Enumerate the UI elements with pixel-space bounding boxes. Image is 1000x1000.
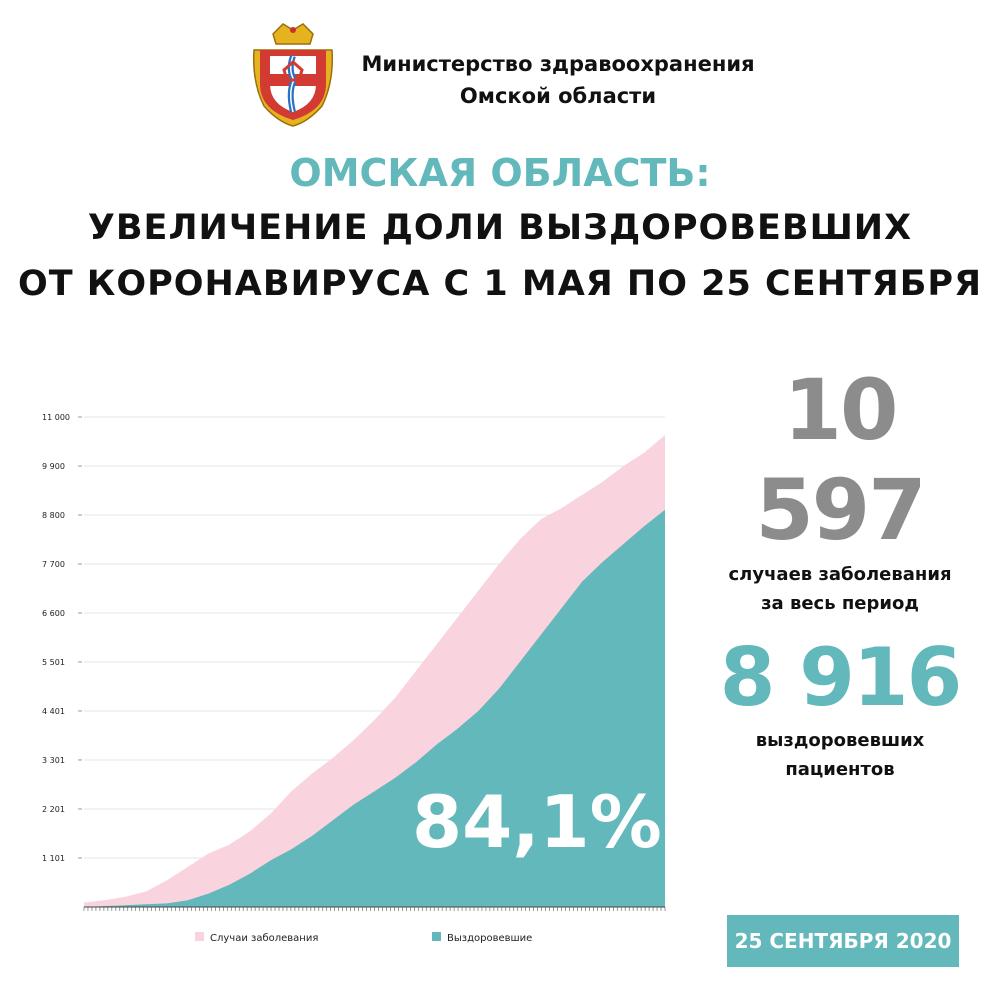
header: Министерство здравоохранения Омской обла…	[248, 22, 768, 132]
recovery-share-annotation: 84,1%	[412, 780, 662, 864]
y-tick-label: 6 600	[42, 609, 65, 618]
series-area-recovered	[84, 509, 665, 907]
cases-label-2: за весь период	[761, 593, 919, 614]
recovered-total: 8 916	[719, 631, 963, 724]
legend-swatch-recovered	[432, 932, 441, 941]
area-chart: 1 101 2 201 3 301 4 401 5 501 6 600 7 700 8 800…	[42, 413, 666, 944]
date-badge: 25 СЕНТЯБРЯ 2020	[727, 915, 959, 967]
y-tick-label: 9 900	[42, 462, 65, 471]
recovered-label-2: пациентов	[785, 759, 895, 780]
cases-total: 10 597	[755, 361, 926, 559]
ministry-title: Министерство здравоохранения Омской обла…	[348, 48, 768, 112]
headline-line-3: ОТ КОРОНАВИРУСА С 1 МАЯ ПО 25 СЕНТЯБРЯ	[17, 264, 983, 304]
y-tick-label: 5 501	[42, 658, 65, 667]
legend-label-recovered: Выздоровевшие	[447, 933, 532, 944]
y-tick-label: 11 000	[42, 413, 70, 422]
headline-line-2: УВЕЛИЧЕНИЕ ДОЛИ ВЫЗДОРОВЕВШИХ	[87, 208, 913, 248]
ministry-line-2: Омской области	[459, 84, 657, 108]
headline: ОМСКАЯ ОБЛАСТЬ: УВЕЛИЧЕНИЕ ДОЛИ ВЫЗДОРОВ…	[0, 146, 1000, 312]
y-tick-label: 4 401	[42, 707, 65, 716]
omsk-coat-of-arms-icon	[252, 23, 334, 127]
headline-region: ОМСКАЯ ОБЛАСТЬ:	[289, 151, 711, 195]
y-tick-label: 2 201	[42, 805, 65, 814]
y-tick-label: 3 301	[42, 756, 65, 765]
legend-swatch-cases	[195, 932, 204, 941]
y-tick-label: 7 700	[42, 560, 65, 569]
recovered-label-1: выздоровевших	[755, 730, 925, 751]
cases-label-1: случаев заболевания	[728, 564, 952, 585]
y-tick-label: 1 101	[42, 854, 65, 863]
y-tick-label: 8 800	[42, 511, 65, 520]
stats-panel: 10 597 случаев заболевания за весь перио…	[690, 360, 990, 784]
legend-label-cases: Случаи заболевания	[210, 933, 318, 944]
ministry-line-1: Министерство здравоохранения	[361, 52, 755, 76]
